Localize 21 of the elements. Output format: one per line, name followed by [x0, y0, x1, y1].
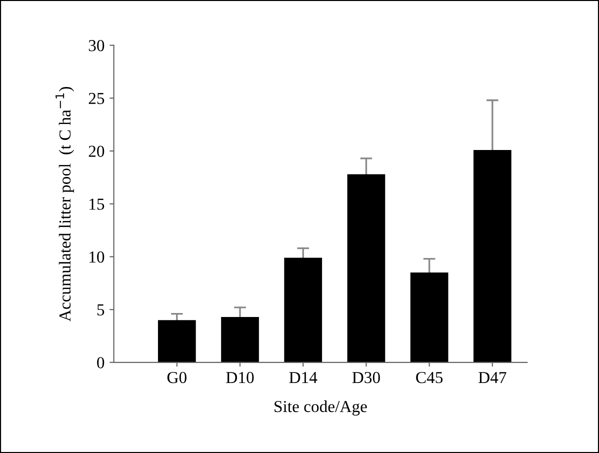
y-tick-label: 0	[97, 357, 104, 368]
bar	[347, 174, 386, 362]
x-tick-label: D14	[289, 372, 318, 384]
bar	[284, 258, 322, 362]
y-tick-label: 25	[88, 92, 104, 104]
x-tick-label: D30	[352, 372, 380, 384]
y-tick-label: 5	[97, 304, 104, 316]
bar	[221, 316, 259, 362]
x-tick-label: D10	[226, 372, 254, 384]
y-axis-title: Accumulated litter pool (t C ha$^{−1}$)	[56, 86, 74, 322]
x-tick-label: G0	[167, 372, 186, 384]
x-axis-title: Site code/Age	[274, 400, 367, 416]
bar	[158, 320, 196, 362]
y-tick-label: 30	[88, 40, 104, 52]
y-tick-label: 20	[88, 146, 104, 157]
bar	[473, 150, 512, 362]
x-tick-label: C45	[416, 372, 443, 384]
y-tick-label: 10	[90, 251, 104, 263]
y-tick-label: 15	[90, 198, 104, 210]
bar	[410, 272, 448, 362]
x-tick-label: D47	[478, 372, 506, 384]
